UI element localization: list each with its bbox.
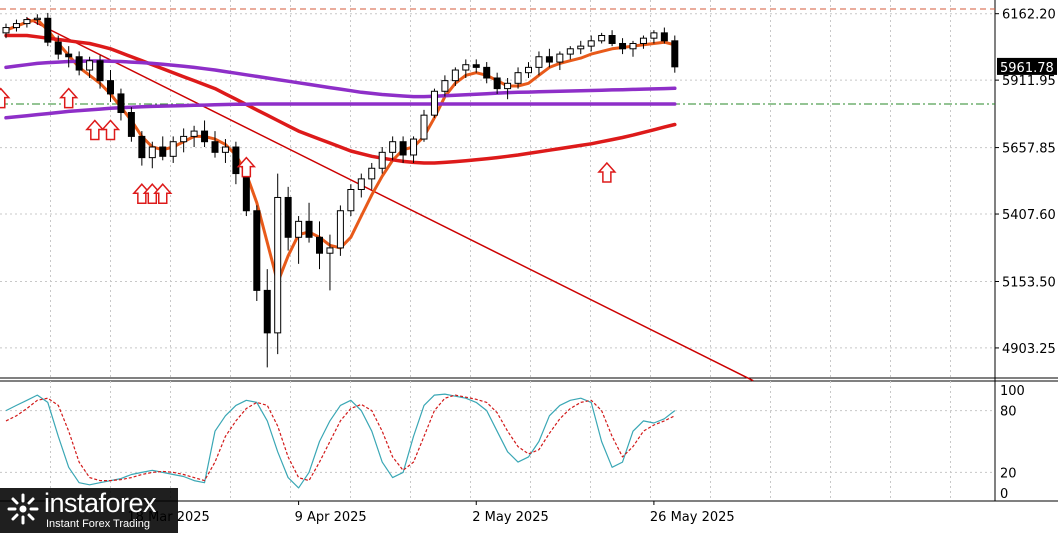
bullish-candle xyxy=(629,42,637,50)
date-tick-label: 26 May 2025 xyxy=(650,510,735,525)
bearish-candle xyxy=(305,220,313,238)
bullish-candle xyxy=(410,138,418,156)
stochastic-signal-line xyxy=(5,394,676,482)
bearish-candle xyxy=(159,146,167,157)
price-tick-label: 4903.25 xyxy=(1002,342,1056,357)
bullish-candle xyxy=(430,90,438,116)
oscillator-tick-label: 80 xyxy=(1000,405,1017,420)
buy-signal-arrow xyxy=(153,183,173,204)
bullish-candle xyxy=(587,40,595,47)
bullish-candle xyxy=(514,72,522,84)
bullish-candle xyxy=(556,53,564,63)
bearish-candle xyxy=(545,56,553,63)
bearish-candle xyxy=(660,32,668,42)
purple-flat-average-line xyxy=(4,102,677,120)
bullish-candle xyxy=(535,56,543,68)
bullish-candle xyxy=(295,220,303,238)
bearish-candle xyxy=(54,41,62,55)
date-tick-label: 2 May 2025 xyxy=(472,510,549,525)
oscillator-tick-label: 0 xyxy=(1000,487,1008,502)
bullish-candle xyxy=(357,178,365,190)
bullish-candle xyxy=(441,80,449,92)
bearish-candle xyxy=(253,210,261,291)
instaforex-watermark: instaforex Instant Forex Trading xyxy=(0,488,178,533)
bullish-candle xyxy=(462,64,470,71)
bearish-candle xyxy=(619,42,627,50)
buy-signal-arrow xyxy=(85,119,105,141)
bearish-candle xyxy=(96,60,104,82)
instaforex-logo-icon xyxy=(7,493,39,525)
bullish-candle xyxy=(274,196,282,334)
bullish-candle xyxy=(368,167,376,180)
bearish-candle xyxy=(107,80,114,95)
bullish-candle xyxy=(190,130,198,137)
buy-signal-arrow xyxy=(59,87,79,109)
bearish-candle xyxy=(472,64,480,68)
bullish-candle xyxy=(221,146,229,153)
bearish-candle xyxy=(316,236,323,254)
bearish-candle xyxy=(127,112,135,137)
price-tick-label: 5153.50 xyxy=(1002,275,1056,290)
bullish-candle xyxy=(389,141,397,153)
watermark-brand: instaforex xyxy=(44,488,157,518)
bullish-candle xyxy=(23,19,31,25)
bearish-candle xyxy=(65,53,73,58)
bearish-candle xyxy=(263,289,271,334)
bullish-candle xyxy=(566,48,574,55)
bearish-candle xyxy=(493,77,501,90)
bearish-candle xyxy=(242,173,250,212)
bullish-candle xyxy=(169,141,177,157)
buy-signal-arrow xyxy=(100,119,121,141)
bearish-candle xyxy=(117,93,125,114)
bullish-candle xyxy=(525,66,532,74)
bullish-candle xyxy=(420,114,428,140)
bullish-candle xyxy=(504,82,512,90)
bearish-candle xyxy=(399,141,407,156)
bullish-candle xyxy=(86,60,94,71)
watermark-tagline: Instant Forex Trading xyxy=(46,518,150,530)
bullish-candle xyxy=(2,27,10,34)
bullish-candle xyxy=(336,210,344,249)
bullish-candle xyxy=(451,69,459,82)
bearish-candle xyxy=(608,35,616,44)
bullish-candle xyxy=(378,151,386,169)
price-tick-label: 5911.95 xyxy=(1002,74,1056,89)
current-price-box xyxy=(997,57,1057,75)
buy-signal-arrow xyxy=(597,161,617,183)
bearish-candle xyxy=(138,135,146,159)
bullish-candle xyxy=(347,189,355,212)
bearish-candle xyxy=(483,66,491,79)
purple-moving-average-line xyxy=(4,59,677,99)
bearish-candle xyxy=(44,17,52,43)
descending-trendline xyxy=(26,17,754,382)
bullish-candle xyxy=(650,32,658,39)
bearish-candle xyxy=(232,146,240,175)
price-tick-label: 5657.85 xyxy=(1002,142,1056,157)
buy-signal-arrow xyxy=(236,156,257,178)
stochastic-main-line xyxy=(5,393,676,489)
buy-signal-arrow xyxy=(0,87,11,109)
date-tick-label: 9 Apr 2025 xyxy=(295,510,367,525)
current-price-label: 5961.78 xyxy=(1000,61,1054,76)
bearish-candle xyxy=(671,40,679,68)
bullish-candle xyxy=(326,247,334,254)
bullish-candle xyxy=(577,45,585,50)
bullish-candle xyxy=(639,37,647,44)
price-tick-label: 5407.60 xyxy=(1002,208,1056,223)
bullish-candle xyxy=(180,135,188,143)
bullish-candle xyxy=(598,35,606,42)
bullish-candle xyxy=(148,146,156,159)
bullish-candle xyxy=(12,23,20,29)
bearish-candle xyxy=(284,196,292,238)
slow-moving-average-line xyxy=(4,33,677,165)
bearish-candle xyxy=(201,130,209,143)
oscillator-tick-label: 20 xyxy=(1000,466,1017,481)
bearish-candle xyxy=(75,56,83,71)
price-tick-label: 6162.20 xyxy=(1002,8,1056,23)
bullish-candle xyxy=(33,17,41,21)
bearish-candle xyxy=(211,141,219,153)
oscillator-tick-label: 100 xyxy=(1000,384,1025,399)
